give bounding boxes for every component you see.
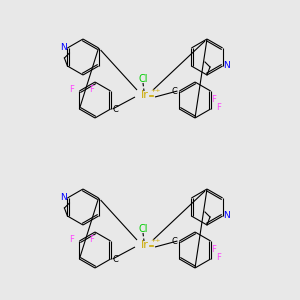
Text: Cl: Cl <box>138 74 148 84</box>
Text: N: N <box>60 44 67 52</box>
Text: F: F <box>216 253 221 262</box>
Text: F: F <box>211 94 216 103</box>
Text: Cl: Cl <box>138 224 148 234</box>
Text: F: F <box>216 103 221 112</box>
Text: ++: ++ <box>151 238 161 244</box>
Text: F: F <box>90 236 94 244</box>
Text: F: F <box>211 244 216 253</box>
Text: ++: ++ <box>151 88 161 94</box>
Text: N: N <box>223 212 230 220</box>
Text: C: C <box>113 254 118 263</box>
Text: C: C <box>172 236 177 245</box>
Text: F: F <box>69 85 74 94</box>
Text: C: C <box>172 86 177 95</box>
Text: Ir: Ir <box>141 90 149 100</box>
Text: N: N <box>223 61 230 70</box>
Text: F: F <box>90 85 94 94</box>
Text: Ir: Ir <box>141 240 149 250</box>
Text: C: C <box>113 104 118 113</box>
Text: F: F <box>69 235 74 244</box>
Text: N: N <box>60 194 67 202</box>
